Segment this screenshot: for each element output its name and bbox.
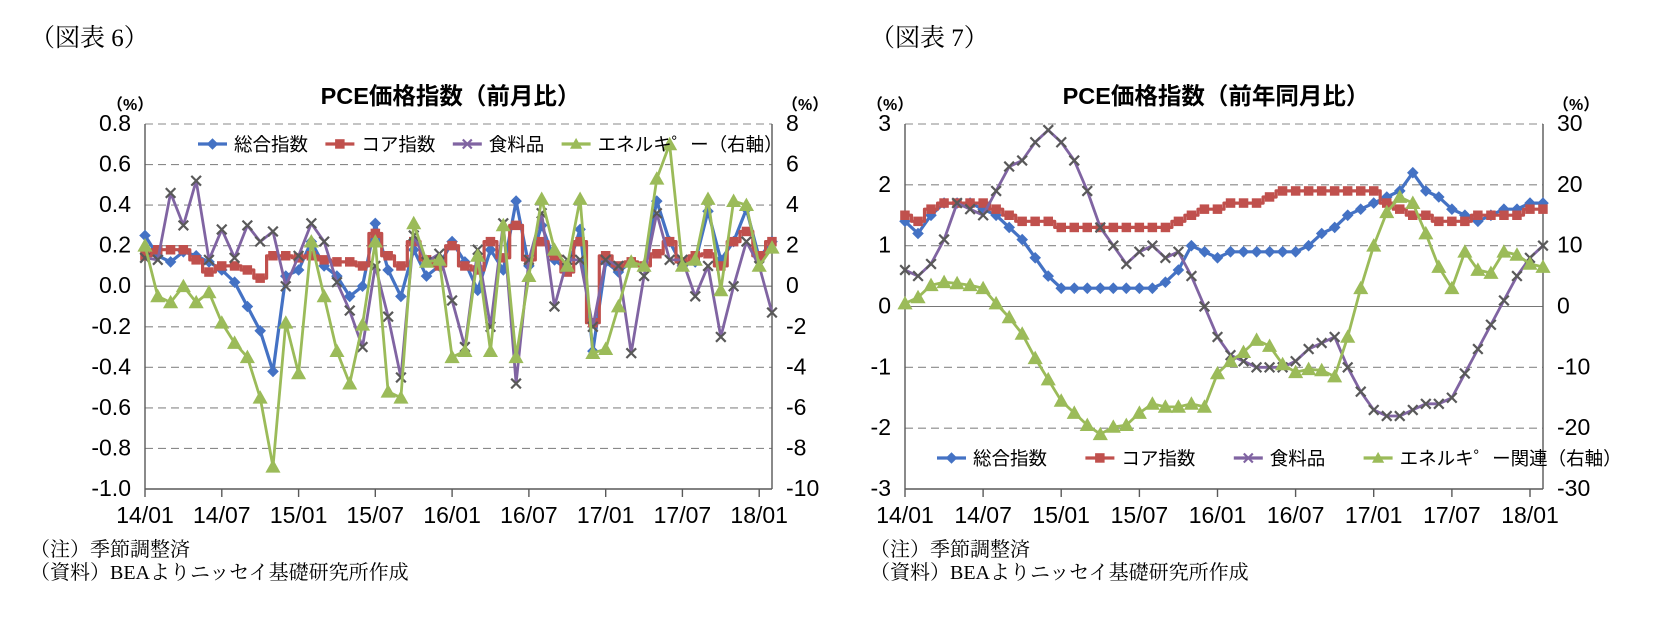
- svg-text:10: 10: [1557, 232, 1583, 258]
- svg-text:30: 30: [1557, 110, 1583, 136]
- svg-text:16/07: 16/07: [1267, 502, 1325, 528]
- svg-text:PCE価格指数（前年同月比）: PCE価格指数（前年同月比）: [1063, 83, 1370, 109]
- svg-text:食料品: 食料品: [1270, 448, 1326, 469]
- svg-text:-0.6: -0.6: [91, 394, 131, 420]
- svg-text:-1: -1: [871, 353, 891, 379]
- svg-text:0.2: 0.2: [99, 232, 131, 258]
- svg-text:0: 0: [878, 293, 891, 319]
- svg-text:15/01: 15/01: [1032, 502, 1090, 528]
- svg-text:2: 2: [878, 171, 891, 197]
- svg-text:（図表 7）: （図表 7）: [870, 24, 989, 52]
- svg-text:18/01: 18/01: [730, 502, 788, 528]
- svg-text:-0.2: -0.2: [91, 313, 131, 339]
- svg-text:3: 3: [878, 110, 891, 136]
- svg-text:0: 0: [1557, 293, 1570, 319]
- svg-text:-0.8: -0.8: [91, 434, 131, 460]
- svg-text:-10: -10: [786, 475, 819, 501]
- svg-text:-0.4: -0.4: [91, 353, 131, 379]
- svg-text:-2: -2: [786, 313, 806, 339]
- svg-text:-3: -3: [871, 475, 891, 501]
- svg-text:16/01: 16/01: [423, 502, 481, 528]
- svg-text:17/07: 17/07: [654, 502, 712, 528]
- svg-text:15/07: 15/07: [1111, 502, 1169, 528]
- svg-text:16/01: 16/01: [1189, 502, 1247, 528]
- svg-text:（図表 6）: （図表 6）: [30, 24, 149, 52]
- svg-text:14/07: 14/07: [954, 502, 1012, 528]
- svg-text:18/01: 18/01: [1501, 502, 1559, 528]
- svg-text:8: 8: [786, 110, 799, 136]
- svg-text:-8: -8: [786, 434, 806, 460]
- svg-text:-30: -30: [1557, 475, 1590, 501]
- svg-text:-2: -2: [871, 414, 891, 440]
- svg-text:17/01: 17/01: [1345, 502, 1403, 528]
- svg-text:17/01: 17/01: [577, 502, 635, 528]
- svg-text:6: 6: [786, 151, 799, 177]
- svg-text:-4: -4: [786, 353, 807, 379]
- svg-text:-20: -20: [1557, 414, 1590, 440]
- svg-text:エネルキ゜ー（右軸）: エネルキ゜ー（右軸）: [598, 134, 783, 155]
- svg-text:エネルキ゜ー関連（右軸）: エネルキ゜ー関連（右軸）: [1400, 448, 1622, 469]
- svg-text:20: 20: [1557, 171, 1583, 197]
- svg-text:コア指数: コア指数: [361, 134, 435, 155]
- svg-text:PCE価格指数（前月比）: PCE価格指数（前月比）: [321, 83, 581, 109]
- svg-text:総合指数: 総合指数: [973, 448, 1047, 469]
- svg-text:17/07: 17/07: [1423, 502, 1481, 528]
- svg-text:0: 0: [786, 272, 799, 298]
- svg-text:-10: -10: [1557, 353, 1590, 379]
- svg-text:14/01: 14/01: [116, 502, 174, 528]
- svg-text:0.0: 0.0: [99, 272, 131, 298]
- svg-text:総合指数: 総合指数: [234, 134, 308, 155]
- svg-text:15/01: 15/01: [270, 502, 328, 528]
- svg-text:4: 4: [786, 191, 799, 217]
- svg-text:15/07: 15/07: [347, 502, 405, 528]
- svg-text:0.6: 0.6: [99, 151, 131, 177]
- svg-text:0.8: 0.8: [99, 110, 131, 136]
- svg-text:0.4: 0.4: [99, 191, 131, 217]
- svg-text:14/07: 14/07: [193, 502, 251, 528]
- svg-text:16/07: 16/07: [500, 502, 558, 528]
- svg-text:14/01: 14/01: [876, 502, 934, 528]
- svg-text:1: 1: [878, 232, 891, 258]
- svg-text:2: 2: [786, 232, 799, 258]
- svg-text:食料品: 食料品: [489, 134, 545, 155]
- svg-text:-6: -6: [786, 394, 806, 420]
- svg-text:コア指数: コア指数: [1121, 448, 1195, 469]
- svg-text:-1.0: -1.0: [91, 475, 131, 501]
